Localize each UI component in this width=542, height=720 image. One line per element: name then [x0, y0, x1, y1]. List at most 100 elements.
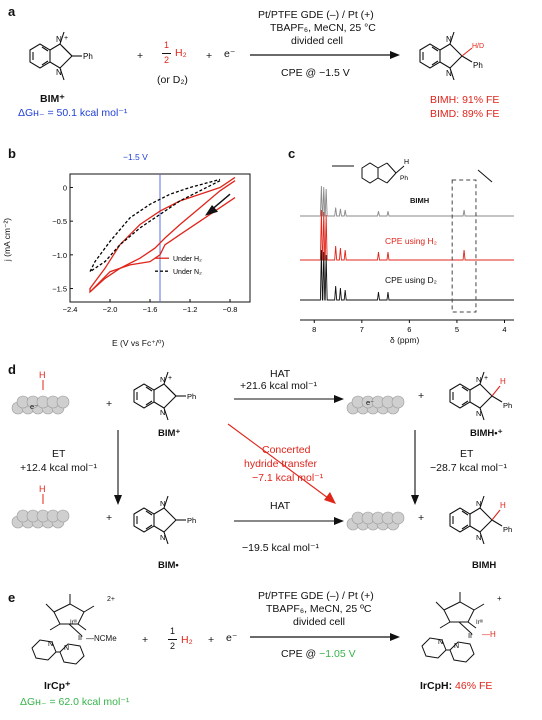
nmr-label-bimh: BIMH	[410, 196, 430, 205]
ir-oxidation-2: Irᴵᴵᴵ	[476, 620, 483, 626]
fraction-bottom-a: 2	[164, 55, 170, 65]
bim-rad-structure: N N Ph	[133, 495, 196, 545]
cv-xtick-label: −0.8	[223, 305, 238, 314]
bimh-label-d: BIMH	[472, 560, 497, 571]
pt-surface-3	[11, 509, 70, 529]
ircph-charge: +	[497, 594, 502, 603]
cv-ytick-label: 0	[63, 183, 67, 192]
et-left-energy: +12.4 kcal mol⁻¹	[20, 462, 98, 474]
panel-b-letter: b	[8, 146, 16, 161]
svg-text:N: N	[56, 35, 62, 44]
concerted-arrow	[227, 423, 336, 504]
cpe-e-prefix: CPE @	[281, 648, 320, 660]
ircp-dg: ΔGʜ₋ = 62.0 kcal mol⁻¹	[20, 696, 130, 708]
svg-text:H: H	[500, 377, 506, 386]
svg-text:N: N	[64, 645, 69, 652]
nmr-xlabel: δ (ppm)	[390, 335, 420, 345]
et-right-arrow	[411, 430, 419, 505]
hd-label: H/D	[472, 43, 484, 50]
vline-label: −1.5 V	[123, 152, 148, 162]
electron-e: e⁻	[226, 632, 238, 644]
electron-a: e⁻	[224, 48, 236, 60]
cv-ytick-label: −1.0	[52, 251, 67, 260]
pt-surface-2	[346, 395, 405, 415]
pt-atom	[56, 395, 70, 409]
svg-text:Ir: Ir	[78, 633, 83, 642]
ir-h-bond: —H	[482, 630, 496, 639]
e-plus-2: +	[208, 634, 215, 646]
cpe-a-text: CPE @ −1.5 V	[281, 67, 350, 79]
svg-text:N: N	[476, 409, 481, 418]
fraction-bar-a	[162, 53, 171, 54]
d-plus-4: +	[418, 512, 425, 524]
bimh-structure-d: N N H Ph	[449, 495, 512, 545]
ircph-label: IrCpH:	[420, 680, 453, 692]
panel-a-letter: a	[8, 4, 16, 19]
svg-text:N: N	[48, 641, 53, 648]
svg-text:N: N	[476, 375, 481, 384]
conditions-e-line3: divided cell	[293, 616, 345, 628]
svg-text:Ph: Ph	[83, 52, 93, 61]
panel-d-letter: d	[8, 362, 16, 377]
cv-xtick-label: −1.2	[183, 305, 198, 314]
nmr-ph-label: Ph	[400, 175, 408, 182]
cv-ylabel: j (mA cm⁻²)	[2, 217, 13, 262]
pt-surface-1	[11, 395, 70, 415]
nmr-tick-label: 6	[407, 325, 411, 334]
nmr-h-label: H	[404, 159, 409, 166]
concerted-line2: hydride transfer	[244, 458, 317, 470]
panel-e-letter: e	[8, 590, 16, 605]
nmr-label-d2: CPE using D₂	[385, 275, 437, 285]
nmr-label-h2: CPE using H₂	[385, 236, 437, 246]
ircph-structure: Ir N N	[421, 592, 485, 663]
svg-text:N: N	[56, 68, 62, 77]
svg-text:+: +	[168, 375, 172, 382]
electrode-h-bottom: H	[39, 484, 46, 504]
svg-text:+: +	[64, 35, 68, 42]
concerted-line3: −7.1 kcal mol⁻¹	[252, 472, 324, 484]
nmr-spectra: 8 7 6 5 4 H Ph	[300, 159, 514, 334]
e-minus-2: e⁻	[366, 398, 375, 407]
h2-label-a: H₂	[175, 47, 187, 59]
cv-xlabel: E (V vs Fc⁺/⁰)	[112, 338, 165, 348]
cv-series-0	[89, 176, 236, 294]
ph-product-a: Ph	[473, 61, 483, 70]
svg-text:Ph: Ph	[503, 525, 512, 534]
svg-text:N: N	[160, 408, 165, 417]
svg-text:H: H	[39, 484, 46, 494]
plus-sign-a2: +	[206, 50, 213, 62]
d-plus-2: +	[418, 390, 425, 402]
svg-text:N: N	[476, 533, 481, 542]
hat-bottom-label: HAT	[270, 500, 291, 512]
svg-text:N: N	[446, 35, 452, 44]
ircph-result: IrCpH: 46% FE	[420, 680, 492, 692]
nmr-highlight-box	[451, 179, 477, 313]
bimd-fe: BIMD: 89% FE	[430, 108, 499, 120]
e-minus-1: e⁻	[30, 402, 39, 411]
nmr-spectrum-bimh	[300, 185, 514, 217]
svg-text:N: N	[160, 499, 165, 508]
d-plus-1: +	[106, 398, 113, 410]
et-left-label: ET	[52, 448, 66, 460]
nmr-pointer-right	[477, 169, 493, 183]
bimh-radcat-structure: N + N H Ph	[449, 371, 512, 421]
conditions-a-line2: TBAPF₆, MeCN, 25 °C	[270, 22, 376, 34]
cpe-a-prefix: CPE @ −1.5 V	[281, 67, 350, 79]
plus-sign-a1: +	[137, 50, 144, 62]
bimh-radcat-label: BIMH•⁺	[470, 428, 503, 439]
svg-text:Ph: Ph	[187, 392, 196, 401]
et-right-energy: −28.7 kcal mol⁻¹	[430, 462, 508, 474]
hat-top-arrow	[234, 395, 344, 403]
cv-ytick-label: −1.5	[52, 285, 67, 294]
fraction-bottom-e: 2	[170, 641, 176, 651]
fraction-bar-e	[168, 639, 177, 640]
ncme-label: —NCMe	[86, 634, 117, 643]
svg-text:Ph: Ph	[187, 516, 196, 525]
pt-atom	[56, 509, 70, 523]
bim-plus-dg: ΔGʜ₋ = 50.1 kcal mol⁻¹	[18, 107, 128, 119]
svg-text:N: N	[438, 639, 443, 646]
hat-top-energy: +21.6 kcal mol⁻¹	[240, 380, 318, 392]
cpe-e: CPE @ −1.05 V	[281, 648, 356, 660]
svg-text:N: N	[476, 499, 481, 508]
cv-series-1	[89, 197, 236, 293]
